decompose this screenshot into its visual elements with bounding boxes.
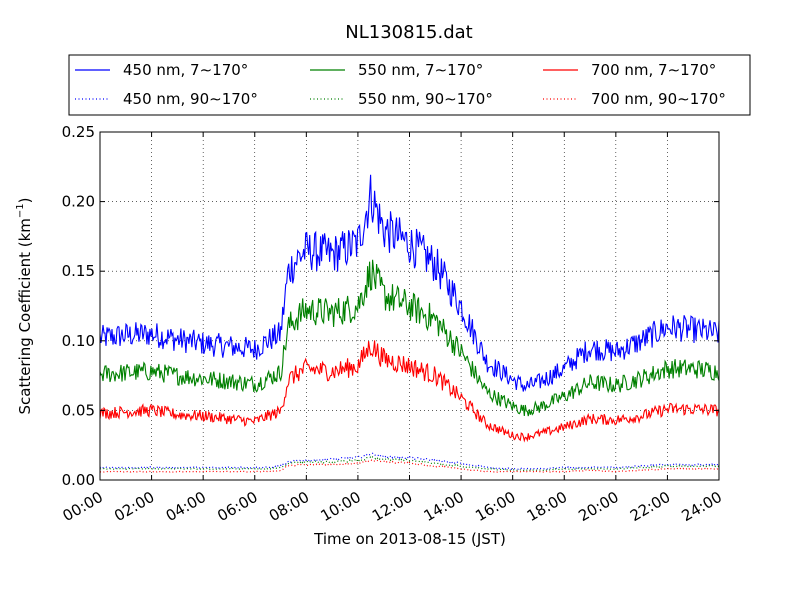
x-tick-label: 10:00 (317, 488, 363, 525)
series-line (99, 452, 720, 470)
x-tick-label: 04:00 (163, 488, 209, 525)
x-tick-label: 16:00 (472, 488, 518, 525)
y-axis-title-sup: −1 (15, 203, 26, 218)
x-tick-label: 08:00 (266, 488, 312, 525)
legend-label: 550 nm, 7∼170° (358, 61, 483, 79)
series-line (99, 340, 720, 443)
x-tick-label: 02:00 (111, 488, 157, 525)
legend-label: 550 nm, 90∼170° (358, 90, 493, 108)
x-tick-label: 22:00 (627, 488, 673, 525)
y-axis-title: Scattering Coefficient (km−1) (15, 197, 34, 414)
y-tick-label: 0.25 (62, 123, 95, 141)
x-tick-label: 06:00 (214, 488, 260, 525)
x-tick-label: 24:00 (679, 488, 725, 525)
y-tick-label: 0.05 (62, 401, 95, 419)
legend-label: 700 nm, 7∼170° (591, 61, 716, 79)
y-tick-label: 0.15 (62, 262, 95, 280)
x-tick-label: 12:00 (369, 488, 415, 525)
legend: 450 nm, 7∼170° 550 nm, 7∼170° 700 nm, 7∼17… (68, 54, 751, 116)
series-layer (99, 174, 720, 473)
series-line (99, 259, 720, 417)
series-line (99, 174, 720, 392)
y-tick-label: 0.20 (62, 193, 95, 211)
series-line (99, 455, 720, 472)
legend-label: 700 nm, 90∼170° (591, 90, 726, 108)
x-tick-label: 18:00 (524, 488, 570, 525)
x-tick-label: 14:00 (421, 488, 467, 525)
y-tick-label: 0.00 (62, 471, 95, 489)
y-tick-label: 0.10 (62, 332, 95, 350)
y-axis-title-main: Scattering Coefficient (km (16, 218, 34, 414)
ticks: 00:00 02:00 04:00 06:00 08:00 10:00 12:00 14:00… (60, 123, 725, 525)
x-tick-label: 00:00 (60, 488, 106, 525)
chart-title: NL130815.dat (345, 22, 472, 43)
legend-frame (68, 54, 751, 116)
legend-label: 450 nm, 7∼170° (123, 61, 248, 79)
legend-label: 450 nm, 90∼170° (123, 90, 258, 108)
x-axis-title: Time on 2013-08-15 (JST) (313, 530, 506, 548)
y-axis-title-close: ) (16, 197, 34, 203)
series-line (99, 459, 719, 473)
x-tick-label: 20:00 (575, 488, 621, 525)
